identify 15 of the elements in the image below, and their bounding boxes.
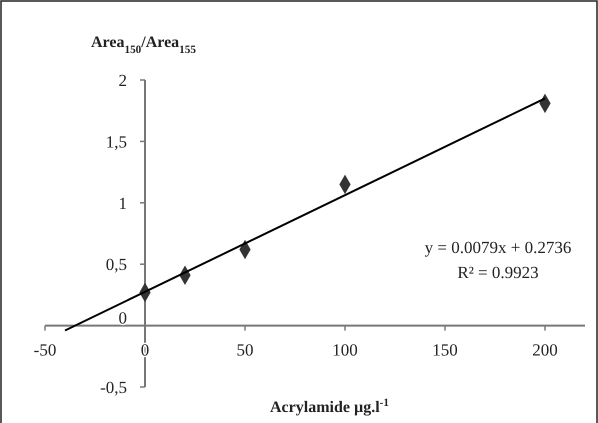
x-tick-label: 100 bbox=[332, 340, 358, 360]
x-tick-label: 200 bbox=[532, 340, 558, 360]
x-tick-label: -50 bbox=[34, 340, 56, 360]
y-tick-label: 2 bbox=[118, 71, 127, 90]
annotation: y = 0.0079x + 0.2736 bbox=[424, 238, 572, 257]
y-axis-title: Area$_{150}$/Area$_{155}$ bbox=[91, 34, 196, 56]
y-tick-label: 1 bbox=[118, 194, 127, 213]
x-tick-label: 50 bbox=[236, 340, 254, 360]
x-tick-label: 150 bbox=[432, 340, 458, 360]
y-tick-label: 0,5 bbox=[106, 255, 127, 274]
y-tick-label: -0,5 bbox=[100, 378, 127, 397]
annotation: R² = 0.9923 bbox=[457, 263, 539, 282]
y-tick-label: 1,5 bbox=[106, 132, 127, 152]
x-axis-title: Acrylamide µg.l$^{-1}$ bbox=[270, 397, 390, 416]
y-tick-label: 0 bbox=[118, 308, 127, 328]
